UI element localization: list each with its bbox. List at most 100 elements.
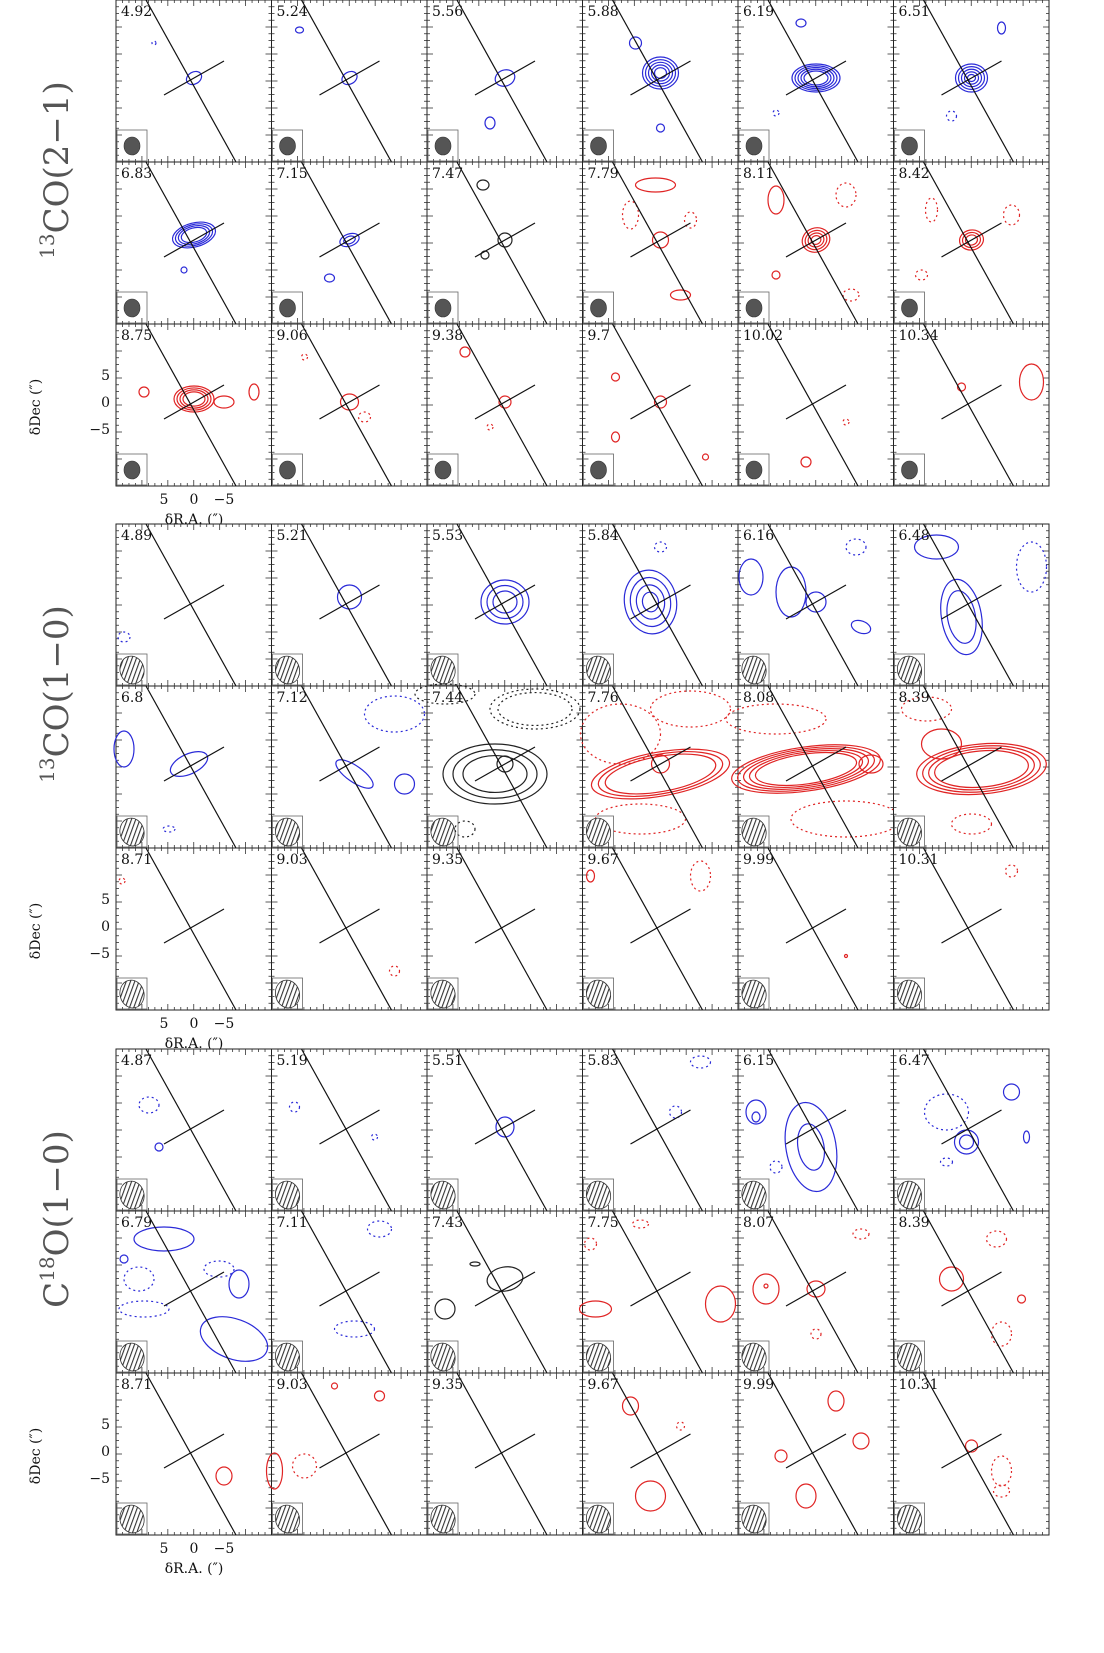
ra-tick-label: 5 — [160, 1016, 169, 1032]
outflow-axis-line — [767, 847, 859, 1011]
contour-line — [1022, 1130, 1031, 1144]
channel-velocity-label: 5.53 — [432, 528, 463, 544]
beam-box — [894, 977, 925, 1010]
ra-tick-label: 0 — [190, 492, 199, 508]
disk-axis-line — [630, 384, 691, 420]
panel-frame — [582, 323, 739, 487]
panel-frame — [115, 323, 272, 487]
contour-line — [842, 288, 860, 302]
contour-line — [803, 70, 829, 86]
disk-axis-line — [785, 222, 847, 258]
outflow-axis-line — [145, 1048, 237, 1212]
outflow-axis-line — [300, 685, 393, 849]
panel-frame — [426, 323, 583, 487]
beam-box — [272, 453, 303, 486]
channel-velocity-label: 7.75 — [588, 1215, 619, 1231]
panel-frame — [271, 685, 428, 849]
contour-line — [1004, 864, 1019, 878]
contour-line — [957, 66, 986, 90]
beam-box — [116, 977, 148, 1010]
beam-ellipse — [590, 136, 607, 156]
contour-line — [495, 1116, 515, 1138]
contour-line — [842, 418, 850, 426]
contour-line — [914, 269, 929, 281]
beam-box — [427, 1178, 459, 1211]
outflow-axis-line — [767, 1210, 859, 1374]
outflow-axis-line — [922, 323, 1015, 487]
contour-line — [228, 1269, 250, 1299]
channel-velocity-label: 6.48 — [899, 528, 930, 544]
contour-line — [805, 591, 827, 613]
disk-axis-line — [163, 384, 225, 420]
beam-ellipse — [585, 1342, 612, 1372]
contour-line — [804, 229, 828, 251]
contour-line — [414, 683, 476, 705]
contour-line — [797, 66, 835, 90]
contour-line — [133, 1226, 195, 1252]
contour-line — [725, 703, 827, 735]
contour-line — [990, 1321, 1013, 1347]
channel-velocity-label: 7.12 — [277, 690, 308, 706]
beam-ellipse — [279, 136, 296, 156]
beam-ellipse — [119, 1342, 145, 1372]
contour-line — [701, 453, 710, 461]
channel-velocity-label: 5.21 — [277, 528, 308, 544]
channel-velocity-label: 5.56 — [432, 4, 463, 20]
beam-ellipse — [741, 979, 767, 1009]
contour-line — [945, 110, 958, 122]
beam-ellipse — [896, 1342, 923, 1372]
contour-line — [704, 1285, 737, 1323]
contour-line — [956, 382, 967, 392]
contour-line — [689, 860, 712, 892]
disk-axis-line — [941, 908, 1002, 944]
beam-box — [272, 653, 303, 686]
outflow-axis-line — [767, 523, 859, 687]
disk-axis-line — [319, 60, 380, 96]
disk-axis-line — [319, 1109, 380, 1145]
channel-velocity-label: 6.16 — [743, 528, 774, 544]
beam-box — [427, 653, 459, 686]
contour-line — [683, 211, 698, 229]
contour-line — [154, 1142, 164, 1152]
contour-line — [954, 63, 989, 93]
outflow-axis-line — [456, 161, 548, 325]
disk-axis-line — [941, 60, 1002, 96]
channel-velocity-label: 9.06 — [277, 328, 308, 344]
contour-line — [476, 179, 490, 191]
disk-axis-line — [163, 222, 225, 258]
disk-axis-line — [785, 1109, 847, 1145]
beam-box — [583, 815, 614, 848]
panel-frame — [426, 523, 583, 687]
contour-line — [810, 1328, 822, 1340]
beam-ellipse — [279, 298, 296, 318]
beam-ellipse — [274, 1342, 301, 1372]
beam-box — [894, 1340, 925, 1373]
contour-line — [469, 1261, 481, 1267]
beam-box — [894, 453, 925, 486]
contour-line — [653, 395, 668, 409]
channel-velocity-label: 8.42 — [899, 166, 930, 182]
panel-frame — [115, 0, 272, 163]
contour-line — [807, 232, 825, 248]
beam-ellipse — [430, 817, 456, 847]
channel-velocity-label: 6.79 — [121, 1215, 152, 1231]
outflow-axis-line — [456, 847, 548, 1011]
panel-frame — [115, 685, 272, 849]
contour-line — [628, 36, 643, 50]
contour-line — [162, 825, 176, 833]
channel-velocity-label: 7.79 — [588, 166, 619, 182]
outflow-axis-line — [145, 323, 237, 487]
contour-line — [669, 289, 692, 301]
ra-tick-label: −5 — [214, 1016, 235, 1032]
contour-line — [934, 749, 1029, 789]
beam-ellipse — [279, 460, 296, 480]
panel-frame — [582, 1210, 739, 1374]
channel-velocity-label: 6.47 — [899, 1053, 930, 1069]
contour-line — [497, 691, 573, 727]
contour-line — [835, 182, 857, 208]
contour-line — [203, 1260, 235, 1278]
disk-axis-line — [319, 746, 380, 782]
contour-line — [179, 389, 209, 409]
beam-ellipse — [896, 817, 923, 847]
beam-box — [583, 1340, 614, 1373]
